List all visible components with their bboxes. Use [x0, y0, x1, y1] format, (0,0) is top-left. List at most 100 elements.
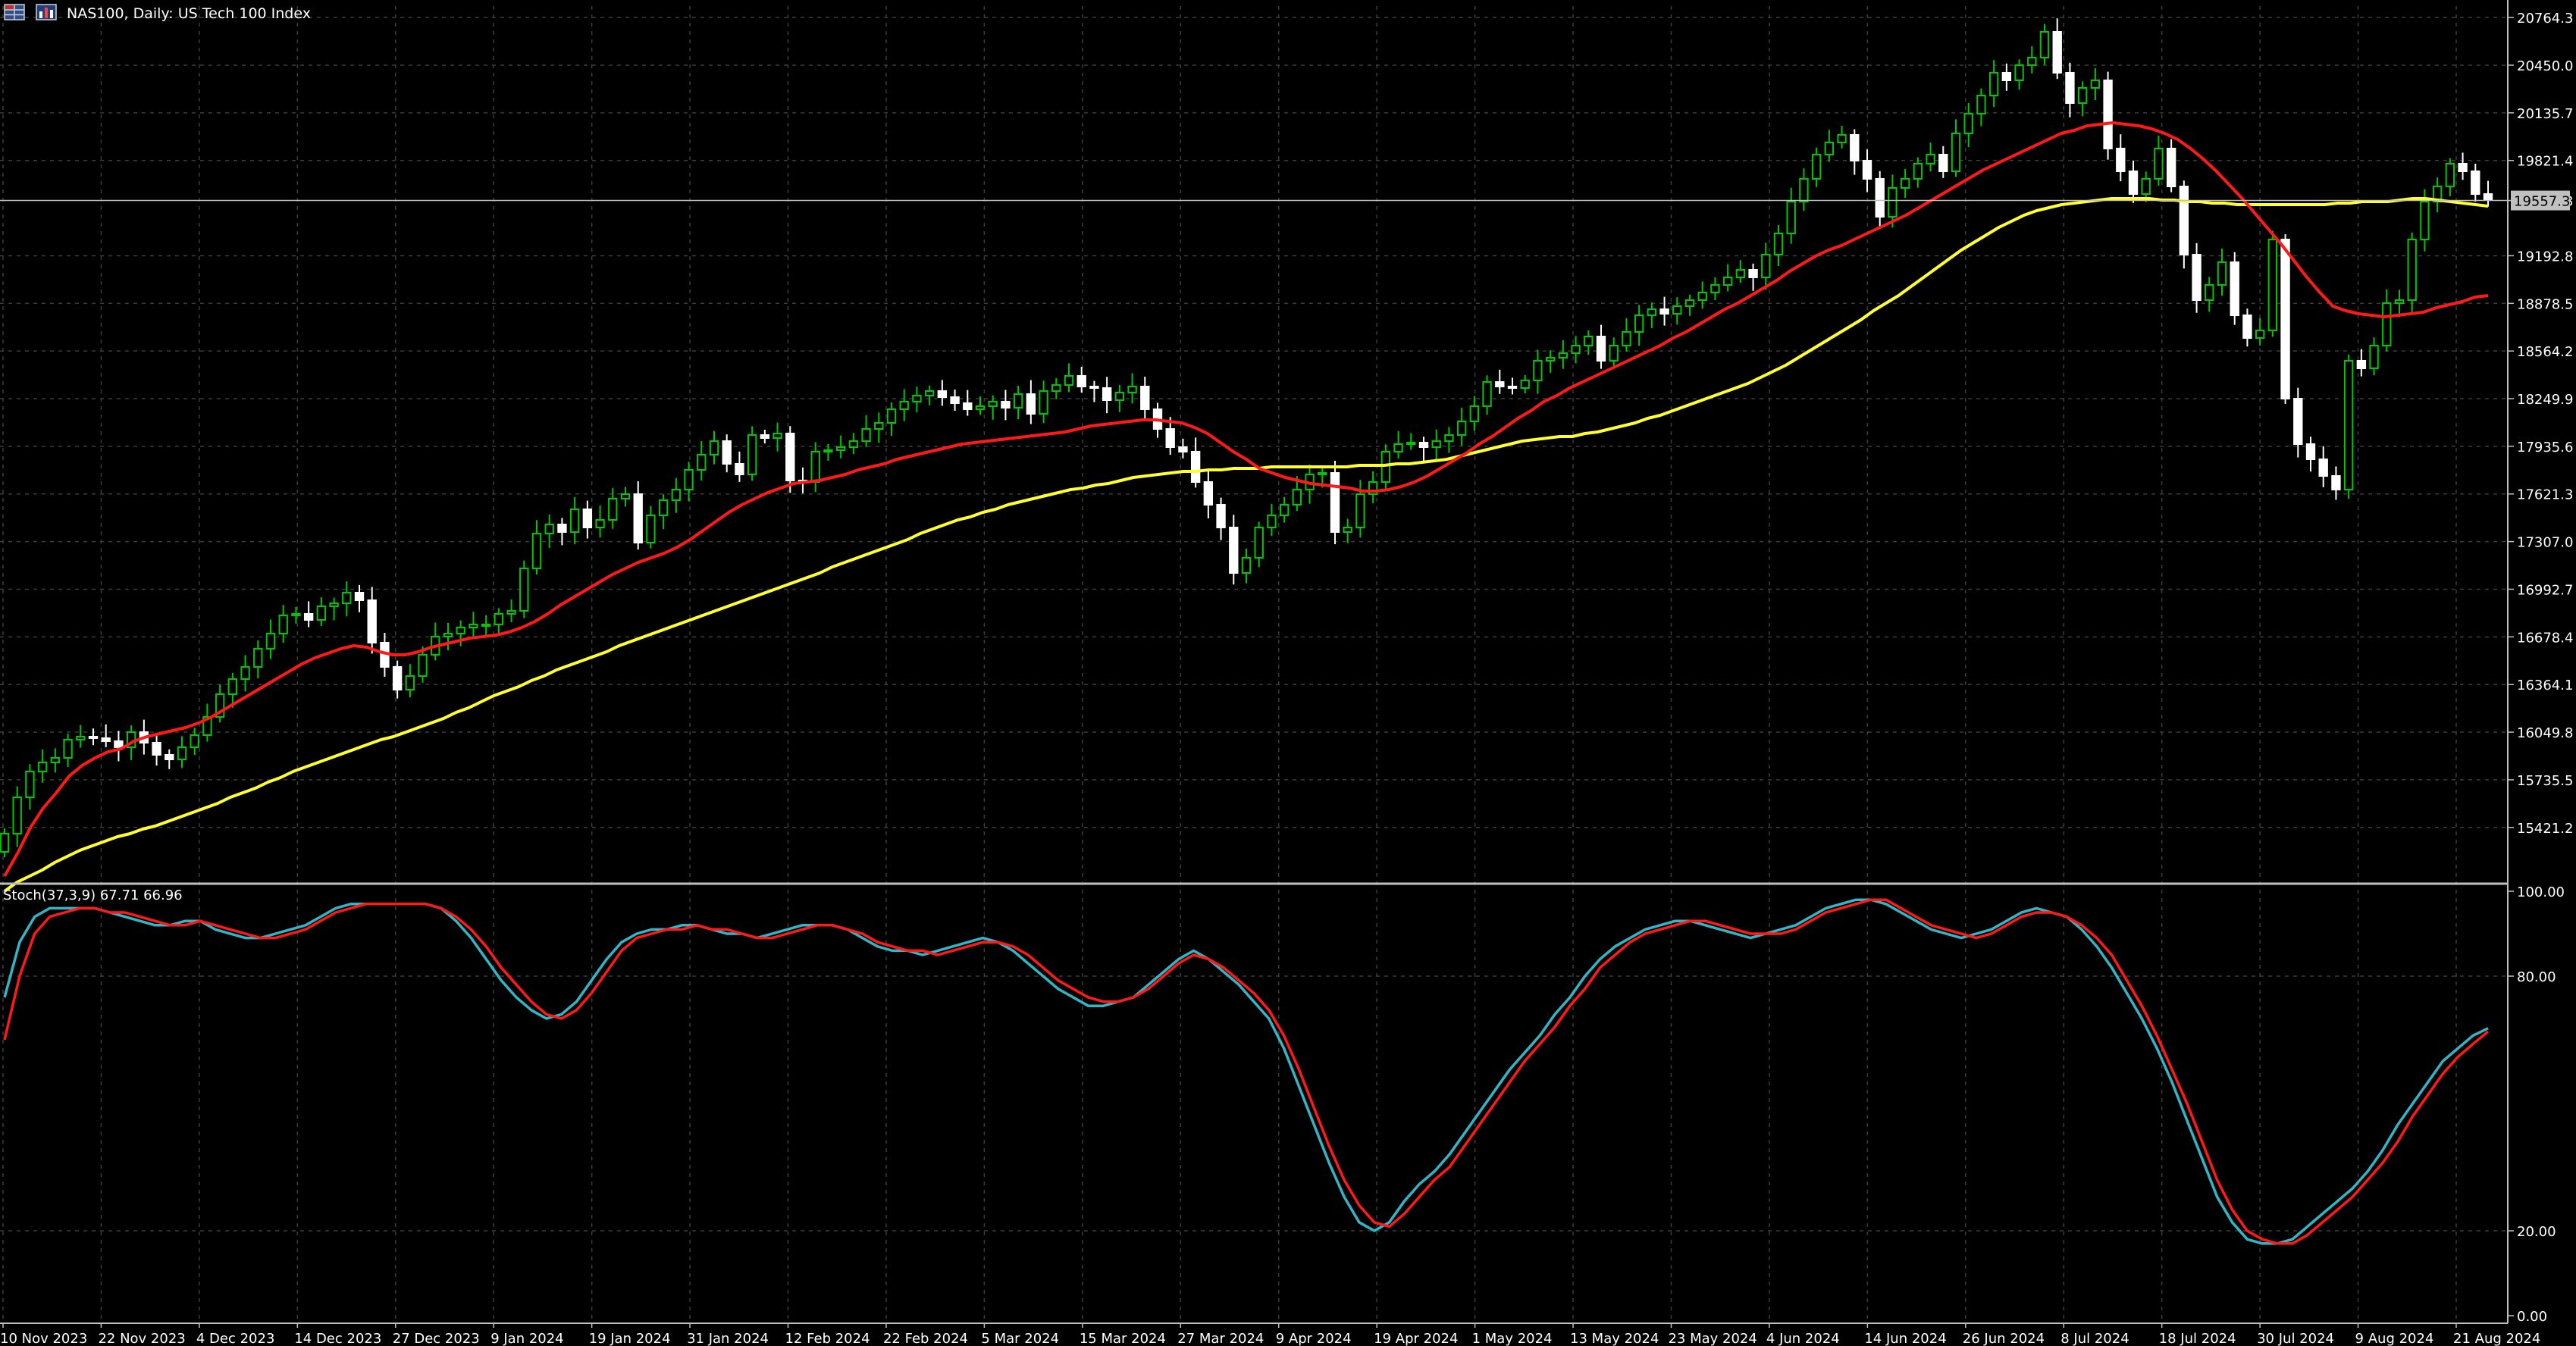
- price-axis[interactable]: 20764.3 20450.0 20135.7 19821.4 19557.3 19192…: [2508, 11, 2573, 837]
- candle[interactable]: [2103, 71, 2113, 160]
- candle[interactable]: [772, 422, 782, 452]
- candle[interactable]: [1343, 518, 1352, 543]
- candle[interactable]: [1406, 433, 1416, 450]
- candle[interactable]: [722, 434, 732, 473]
- candle[interactable]: [1811, 147, 1822, 187]
- candle[interactable]: [88, 728, 99, 746]
- candle[interactable]: [1393, 431, 1403, 459]
- candle[interactable]: [2154, 136, 2164, 186]
- fast-moving-average-line[interactable]: [3, 121, 2489, 877]
- candle[interactable]: [1507, 377, 1518, 395]
- candle[interactable]: [582, 500, 593, 539]
- candle[interactable]: [835, 435, 846, 459]
- candle[interactable]: [658, 494, 669, 530]
- candle[interactable]: [1761, 243, 1771, 290]
- candle[interactable]: [823, 444, 833, 461]
- candle[interactable]: [2343, 355, 2354, 499]
- candle[interactable]: [1647, 302, 1657, 328]
- candle[interactable]: [2382, 289, 2392, 352]
- candle[interactable]: [1938, 146, 1948, 178]
- candle[interactable]: [443, 623, 453, 650]
- stochastic-signal-line[interactable]: [3, 898, 2490, 1245]
- candle[interactable]: [1888, 174, 1898, 228]
- candle[interactable]: [1456, 408, 1467, 446]
- candle[interactable]: [1001, 390, 1011, 421]
- candle[interactable]: [1013, 386, 1023, 419]
- candle[interactable]: [2280, 234, 2290, 404]
- candle[interactable]: [1267, 504, 1277, 536]
- candle[interactable]: [392, 660, 403, 699]
- candle[interactable]: [329, 597, 339, 621]
- candle[interactable]: [1520, 375, 1530, 393]
- candle[interactable]: [620, 487, 631, 507]
- candle[interactable]: [1735, 260, 1746, 283]
- candle[interactable]: [785, 426, 795, 493]
- candle[interactable]: [152, 734, 161, 766]
- candle[interactable]: [367, 587, 377, 654]
- candle[interactable]: [1837, 126, 1847, 149]
- candle[interactable]: [342, 581, 352, 617]
- candle[interactable]: [557, 518, 567, 546]
- candle[interactable]: [1850, 129, 1860, 175]
- candle[interactable]: [963, 390, 973, 416]
- candle[interactable]: [1926, 142, 1935, 172]
- candle[interactable]: [1127, 373, 1137, 404]
- candle[interactable]: [1558, 340, 1568, 369]
- candle[interactable]: [2331, 466, 2341, 500]
- candle[interactable]: [1190, 437, 1201, 488]
- candle[interactable]: [1963, 103, 1973, 147]
- candle[interactable]: [975, 396, 986, 415]
- candle[interactable]: [861, 415, 871, 447]
- candle[interactable]: [1584, 330, 1594, 355]
- candle[interactable]: [494, 608, 504, 634]
- candle[interactable]: [2065, 62, 2075, 117]
- candle[interactable]: [2116, 134, 2126, 182]
- candle[interactable]: [1773, 225, 1784, 266]
- candle[interactable]: [1684, 294, 1695, 316]
- candle[interactable]: [2255, 318, 2265, 346]
- candle[interactable]: [1659, 296, 1669, 326]
- candle[interactable]: [646, 506, 656, 549]
- candle[interactable]: [1051, 377, 1061, 399]
- candle[interactable]: [2471, 164, 2480, 202]
- candle[interactable]: [1178, 438, 1188, 459]
- candle[interactable]: [874, 412, 884, 443]
- candle[interactable]: [2077, 81, 2088, 117]
- candle[interactable]: [1089, 380, 1099, 402]
- candle[interactable]: [469, 612, 478, 640]
- candle[interactable]: [202, 703, 212, 742]
- candle[interactable]: [569, 497, 580, 544]
- candle[interactable]: [354, 584, 365, 612]
- candle[interactable]: [240, 655, 250, 692]
- candle[interactable]: [265, 619, 276, 659]
- candle[interactable]: [1279, 496, 1290, 523]
- candle[interactable]: [709, 430, 719, 465]
- candle[interactable]: [1026, 380, 1036, 424]
- candle[interactable]: [1596, 324, 1606, 369]
- candle[interactable]: [2205, 277, 2214, 312]
- candle[interactable]: [519, 560, 529, 618]
- candle[interactable]: [1824, 130, 1835, 162]
- candle[interactable]: [2217, 249, 2227, 296]
- candle[interactable]: [544, 514, 554, 548]
- time-axis[interactable]: 10 Nov 2023 22 Nov 2023 4 Dec 2023 14 Dec 2…: [0, 1323, 2540, 1346]
- candle[interactable]: [50, 748, 61, 773]
- candle[interactable]: [1722, 264, 1733, 292]
- candle[interactable]: [1165, 417, 1175, 455]
- candle[interactable]: [912, 387, 922, 413]
- candle[interactable]: [1431, 429, 1441, 460]
- candle[interactable]: [633, 481, 643, 549]
- candle[interactable]: [2293, 387, 2303, 458]
- candle[interactable]: [1292, 476, 1302, 512]
- candle[interactable]: [278, 605, 288, 643]
- candle[interactable]: [2001, 63, 2012, 91]
- candle[interactable]: [2027, 46, 2037, 74]
- candle[interactable]: [1976, 88, 1986, 127]
- candle[interactable]: [215, 684, 225, 723]
- candle[interactable]: [1203, 471, 1214, 518]
- slow-moving-average-line[interactable]: [3, 197, 2489, 893]
- candle[interactable]: [114, 731, 124, 762]
- candle[interactable]: [1951, 119, 1961, 177]
- candle[interactable]: [1748, 263, 1758, 291]
- candle[interactable]: [950, 390, 960, 411]
